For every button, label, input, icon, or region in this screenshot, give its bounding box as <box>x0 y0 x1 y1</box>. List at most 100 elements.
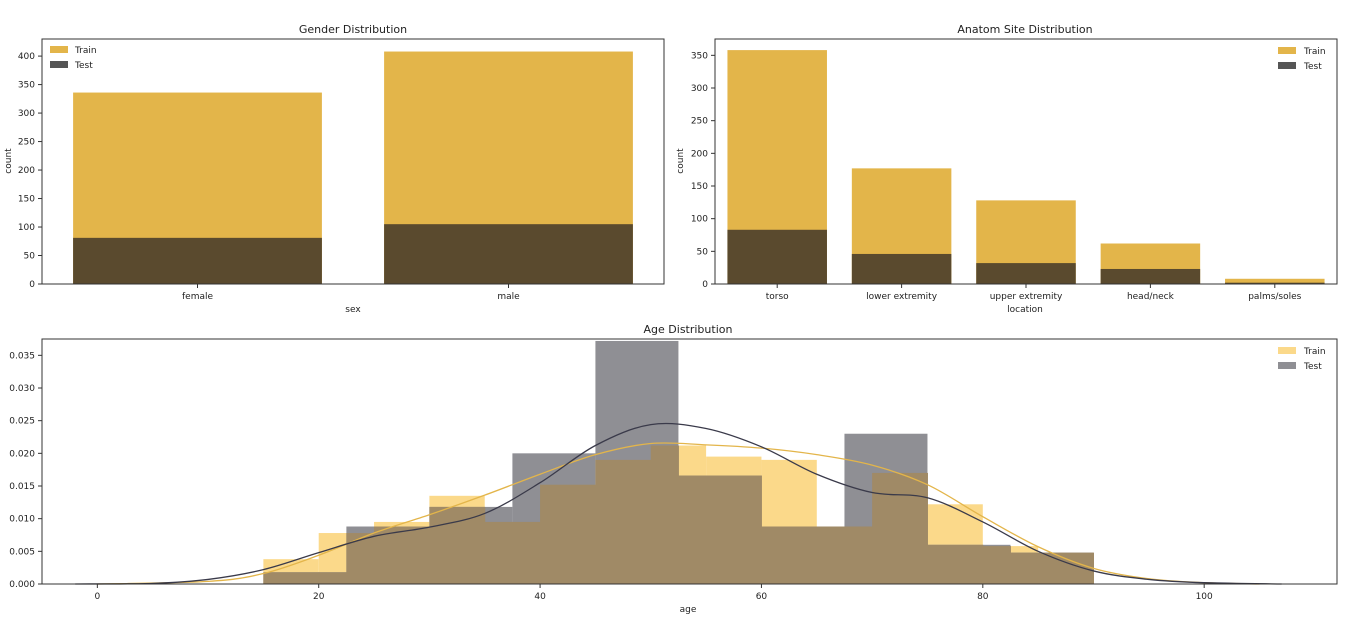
legend-swatch-test <box>1278 62 1296 69</box>
age-title: Age Distribution <box>644 323 733 336</box>
legend-label-train: Train <box>1303 47 1326 57</box>
y-tick-label: 350 <box>18 81 35 91</box>
gender-plot-frame <box>41 38 665 285</box>
gender-chart: Gender Distribution 0 50 100 150 200 250 300 35… <box>4 23 665 315</box>
gender-x-axis: female male <box>182 284 520 302</box>
x-tick-label: 80 <box>977 592 989 602</box>
age-plot-frame <box>41 338 1338 585</box>
legend-label-train: Train <box>1303 347 1326 357</box>
x-tick-label: 0 <box>94 592 100 602</box>
legend-label-test: Test <box>1303 62 1322 72</box>
hist-bar-overlap <box>1010 552 1039 584</box>
bar-train <box>1225 278 1325 284</box>
legend-swatch-test <box>50 61 68 68</box>
y-tick-label: 50 <box>697 247 709 257</box>
bar-test <box>727 229 827 284</box>
gender-title: Gender Distribution <box>299 23 407 36</box>
x-tick-label: lower extremity <box>866 292 938 302</box>
anatom-y-axis: 0 50 100 150 200 250 300 350 <box>691 51 715 290</box>
x-tick-label: head/neck <box>1127 292 1175 302</box>
legend-swatch-test <box>1278 362 1296 369</box>
kde-line-train <box>97 442 1260 585</box>
y-tick-label: 0.000 <box>9 580 35 590</box>
gender-x-label: sex <box>345 305 361 315</box>
y-tick-label: 0.030 <box>9 384 35 394</box>
bar-test <box>1100 268 1201 284</box>
gender-y-label: count <box>4 148 14 174</box>
hist-bar-overlap <box>816 526 845 584</box>
x-tick-label: palms/soles <box>1248 292 1301 302</box>
y-tick-label: 150 <box>691 182 708 192</box>
bar-test <box>73 237 322 284</box>
age-chart: Age Distribution 0.0000.0050.0100.0150.0… <box>9 323 1338 615</box>
y-tick-label: 50 <box>24 252 36 262</box>
y-tick-label: 0.025 <box>9 417 35 427</box>
hist-bar-overlap <box>429 506 486 584</box>
anatom-legend: Train Test <box>1278 47 1326 72</box>
y-tick-label: 400 <box>18 52 35 62</box>
age-y-axis: 0.000 0.005 0.010 0.015 0.020 0.025 0.030 0.035 <box>9 351 42 590</box>
anatom-y-label: count <box>676 148 686 174</box>
y-tick-label: 200 <box>691 149 708 159</box>
hist-bar-overlap <box>263 572 320 584</box>
y-tick-label: 0.005 <box>9 547 35 557</box>
hist-bar-overlap <box>761 526 818 584</box>
kde-line-test <box>75 422 1282 585</box>
x-tick-label: 20 <box>313 592 325 602</box>
anatom-x-axis: torso lower extremity upper extremity head/… <box>766 284 1302 302</box>
hist-bar-overlap <box>484 521 513 584</box>
hist-bar-overlap <box>650 445 679 584</box>
y-tick-label: 100 <box>18 223 35 233</box>
y-tick-label: 300 <box>691 84 708 94</box>
hist-bar-overlap <box>512 521 541 584</box>
age-x-axis: 0 20 40 60 80 100 <box>94 584 1213 602</box>
hist-bar-overlap <box>540 484 596 584</box>
y-tick-label: 0 <box>29 280 35 290</box>
age-kde-lines <box>75 422 1282 585</box>
y-tick-label: 250 <box>691 117 708 127</box>
age-x-label: age <box>680 605 697 615</box>
anatom-x-label: location <box>1007 305 1043 315</box>
age-histogram-bars <box>263 340 1094 584</box>
y-tick-label: 0.015 <box>9 482 35 492</box>
hist-bar-overlap <box>706 475 762 584</box>
hist-bar-overlap <box>844 526 873 584</box>
anatom-bars <box>727 50 1325 285</box>
hist-bar-overlap <box>678 475 707 584</box>
y-tick-label: 0.035 <box>9 351 35 361</box>
legend-label-test: Test <box>74 61 93 71</box>
bar-test <box>1225 282 1325 284</box>
x-tick-label: 100 <box>1196 592 1213 602</box>
hist-bar-overlap <box>927 544 984 584</box>
x-tick-label: upper extremity <box>990 292 1063 302</box>
y-tick-label: 250 <box>18 138 35 148</box>
hist-bar-overlap <box>872 472 928 584</box>
legend-label-train: Train <box>74 46 97 56</box>
anatom-title: Anatom Site Distribution <box>957 23 1092 36</box>
legend-swatch-train <box>1278 47 1296 54</box>
anatom-chart: Anatom Site Distribution 0 50 100 150 200 250… <box>676 23 1338 315</box>
gender-legend: Train Test <box>50 46 97 71</box>
gender-bars <box>73 51 633 285</box>
bar-test <box>384 224 633 284</box>
x-tick-label: male <box>497 292 520 302</box>
hist-bar-overlap <box>318 572 347 584</box>
x-tick-label: torso <box>766 292 789 302</box>
x-tick-label: 60 <box>756 592 768 602</box>
y-tick-label: 100 <box>691 215 708 225</box>
x-tick-label: female <box>182 292 213 302</box>
legend-swatch-train <box>50 46 68 53</box>
y-tick-label: 150 <box>18 195 35 205</box>
y-tick-label: 350 <box>691 51 708 61</box>
legend-label-test: Test <box>1303 362 1322 372</box>
hist-bar-overlap <box>346 533 375 584</box>
bar-test <box>976 263 1076 284</box>
hist-bar-overlap <box>595 459 652 584</box>
y-tick-label: 0 <box>702 280 708 290</box>
bar-test <box>851 253 952 284</box>
x-tick-label: 40 <box>534 592 546 602</box>
anatom-plot-frame <box>714 38 1338 285</box>
y-tick-label: 0.020 <box>9 449 35 459</box>
age-legend: Train Test <box>1278 347 1326 372</box>
